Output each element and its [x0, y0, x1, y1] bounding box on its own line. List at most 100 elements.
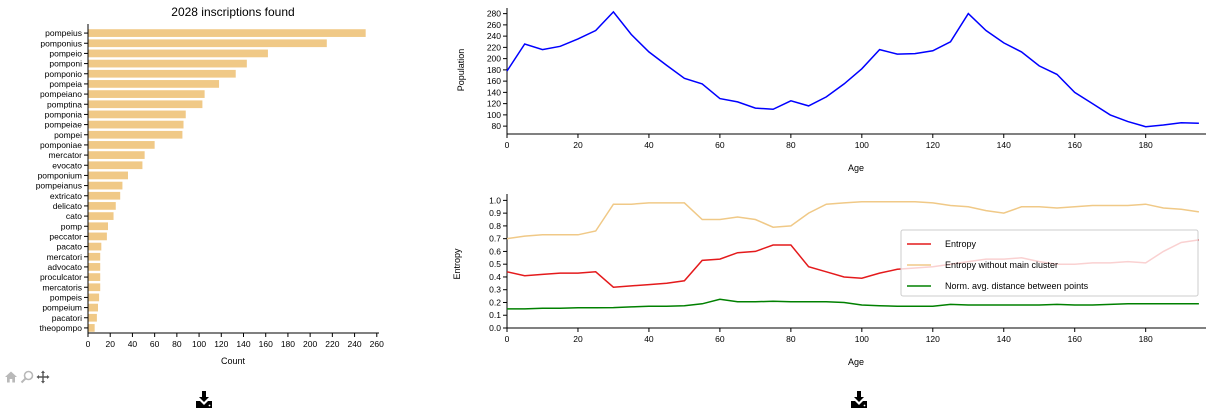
inscriptions-bar-chart: 2028 inscriptions found pompeiuspomponiu…: [36, 5, 384, 366]
x-axis-label: Age: [848, 357, 864, 367]
category-label: peccator: [49, 231, 82, 241]
x-axis-label: Age: [848, 163, 864, 173]
category-label: pompeio: [49, 48, 82, 58]
x-tick-label: 80: [172, 339, 182, 349]
bar: [88, 141, 155, 149]
home-icon[interactable]: [4, 370, 18, 384]
bar: [88, 161, 143, 170]
bar: [88, 39, 327, 48]
pan-icon[interactable]: [36, 370, 50, 384]
download-icon[interactable]: [195, 390, 215, 410]
y-axis-label: Population: [456, 49, 466, 92]
y-axis-label: Entropy: [452, 248, 462, 280]
bar: [88, 29, 366, 37]
bar: [88, 120, 184, 129]
population-line-chart: 0 20 40 60 80 100 120 140 160 1808010012014016018…: [456, 8, 1206, 173]
x-tick-label: 80: [786, 334, 796, 344]
x-tick-label: 100: [855, 140, 869, 150]
y-tick-label: 0.8: [489, 221, 501, 231]
download-icon[interactable]: [850, 390, 870, 410]
zoom-icon[interactable]: [20, 370, 34, 384]
x-tick-label: 40: [128, 339, 138, 349]
y-tick-label: 120: [487, 99, 501, 109]
category-label: pomp: [61, 221, 83, 231]
legend-label: Entropy without main cluster: [945, 260, 1058, 270]
bar: [88, 252, 101, 261]
legend-label: Entropy: [945, 239, 977, 249]
y-tick-label: 220: [487, 42, 501, 52]
x-tick-label: 60: [715, 334, 725, 344]
plot-toolbar: [4, 370, 50, 384]
category-label: cato: [66, 211, 82, 221]
bar: [88, 273, 101, 281]
y-tick-label: 0.1: [489, 310, 501, 320]
x-tick-label: 140: [997, 334, 1011, 344]
category-label: pompeia: [49, 79, 82, 89]
x-axis-label: Count: [221, 356, 246, 366]
bar: [88, 242, 102, 251]
x-tick-label: 100: [855, 334, 869, 344]
category-label: mercatoris: [42, 282, 82, 292]
series-line: [506, 10, 1199, 128]
y-tick-label: 80: [492, 121, 502, 131]
series-line: [507, 298, 1199, 310]
x-tick-label: 0: [505, 140, 510, 150]
category-label: pompeiae: [45, 120, 83, 130]
x-tick-label: 60: [715, 140, 725, 150]
legend-label: Norm. avg. distance between points: [945, 281, 1089, 291]
category-label: proculcator: [40, 272, 82, 282]
x-tick-label: 220: [325, 339, 339, 349]
y-tick-label: 240: [487, 31, 501, 41]
x-tick-label: 260: [370, 339, 384, 349]
bar: [88, 59, 247, 68]
bar: [88, 283, 101, 292]
y-tick-label: 0.5: [489, 259, 501, 269]
x-tick-label: 140: [997, 140, 1011, 150]
y-tick-label: 180: [487, 65, 501, 75]
y-tick-label: 100: [487, 110, 501, 120]
category-label: pompeianus: [36, 181, 82, 191]
x-tick-label: 160: [1068, 140, 1082, 150]
category-label: pompei: [54, 130, 82, 140]
y-tick-label: 0.0: [489, 323, 501, 333]
bar: [88, 171, 128, 180]
y-tick-label: 0.9: [489, 208, 501, 218]
bar: [88, 324, 95, 332]
bar: [88, 202, 116, 210]
bar: [88, 212, 114, 220]
x-tick-label: 180: [1139, 334, 1153, 344]
bar: [88, 263, 101, 271]
category-label: mercatori: [47, 252, 83, 262]
category-label: theopompo: [39, 323, 82, 333]
y-tick-label: 200: [487, 54, 501, 64]
y-tick-label: 0.4: [489, 272, 501, 282]
bar: [88, 100, 203, 109]
x-tick-label: 40: [644, 334, 654, 344]
category-label: evocato: [52, 160, 82, 170]
x-tick-label: 20: [573, 334, 583, 344]
category-label: pomponio: [45, 69, 83, 79]
bar: [88, 49, 268, 58]
bar: [88, 90, 205, 98]
y-tick-label: 140: [487, 87, 501, 97]
x-tick-label: 100: [192, 339, 206, 349]
y-tick-label: 1.0: [489, 195, 501, 205]
y-tick-label: 0.3: [489, 285, 501, 295]
y-tick-label: 0.6: [489, 246, 501, 256]
bar: [88, 181, 123, 190]
bar: [88, 130, 183, 139]
bar: [88, 313, 97, 322]
y-tick-label: 0.7: [489, 234, 501, 244]
category-label: delicato: [53, 201, 83, 211]
x-tick-label: 20: [573, 140, 583, 150]
x-tick-label: 240: [347, 339, 361, 349]
bar: [88, 110, 186, 119]
category-label: pacatori: [52, 313, 82, 323]
bar: [88, 222, 108, 231]
category-label: mercator: [48, 150, 82, 160]
y-tick-label: 160: [487, 76, 501, 86]
category-label: pomponia: [45, 109, 83, 119]
bar: [88, 69, 236, 78]
x-tick-label: 160: [1068, 334, 1082, 344]
bar: [88, 151, 145, 159]
